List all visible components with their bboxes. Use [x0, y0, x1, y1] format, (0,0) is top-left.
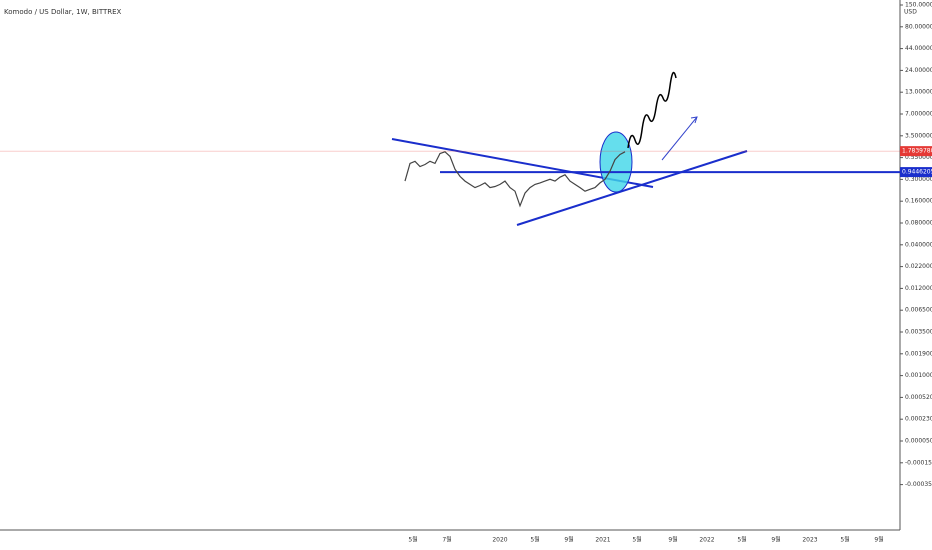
y-tick-label: 0.02200000 — [905, 263, 932, 270]
x-tick-label: 9월 — [874, 536, 883, 544]
price-tag — [900, 146, 932, 157]
x-tick-label: 2022 — [699, 537, 714, 544]
y-tick-label: 150.0000000 — [905, 2, 932, 9]
y-tick-label: 7.0000000 — [905, 111, 932, 118]
y-tick-label: 0.16000000 — [905, 198, 932, 205]
y-tick-label: 0.55000000 — [905, 154, 932, 161]
x-tick-label: 5월 — [737, 536, 746, 544]
y-tick-label: 0.00650000 — [905, 307, 932, 314]
price-tag-label: 0.94462058 — [902, 169, 932, 176]
y-tick-label: -0.00035000 — [905, 481, 932, 488]
y-tick-label: 0.00100000 — [905, 372, 932, 379]
price-line-series — [404, 151, 626, 208]
price-tag-label: 1.78397800 — [902, 148, 932, 155]
price-tag — [900, 167, 932, 178]
y-tick-label: 0.30000000 — [905, 176, 932, 183]
y-tick-label: 13.0000000 — [905, 89, 932, 96]
y-tick-label: 0.04000000 — [905, 241, 932, 248]
y-tick-label: 0.01200000 — [905, 285, 932, 292]
x-tick-label: 5월 — [530, 536, 539, 544]
y-tick-label: -0.00015000 — [905, 459, 932, 466]
x-tick-label: 5월 — [632, 536, 641, 544]
arrow — [661, 116, 698, 161]
x-tick-label: 5월 — [840, 536, 849, 544]
currency-label: USD — [904, 9, 917, 16]
trendline — [516, 150, 748, 226]
x-tick-label: 2020 — [492, 537, 507, 544]
x-tick-label: 9월 — [668, 536, 677, 544]
chart-title: Komodo / US Dollar, 1W, BITTREX — [4, 8, 122, 16]
y-tick-label: 0.00023000 — [905, 416, 932, 423]
y-tick-label: 0.00350000 — [905, 329, 932, 336]
y-tick-label: 0.08000000 — [905, 220, 932, 227]
x-tick-label: 2023 — [802, 537, 817, 544]
y-tick-label: 24.0000000 — [905, 67, 932, 74]
projection-squiggle — [627, 71, 677, 149]
x-tick-label: 9월 — [771, 536, 780, 544]
y-tick-label: 44.0000000 — [905, 45, 932, 52]
y-tick-label: 0.00052000 — [905, 394, 932, 401]
y-tick-label: 0.00005000 — [905, 438, 932, 445]
arrow-head — [690, 116, 698, 124]
x-tick-label: 7월 — [442, 536, 451, 544]
y-tick-label: 0.00190000 — [905, 350, 932, 357]
x-tick-label: 2021 — [595, 537, 610, 544]
x-tick-label: 9월 — [564, 536, 573, 544]
y-tick-label: 80.0000000 — [905, 23, 932, 30]
highlight-ellipse — [599, 131, 633, 193]
x-tick-label: 5월 — [408, 536, 417, 544]
